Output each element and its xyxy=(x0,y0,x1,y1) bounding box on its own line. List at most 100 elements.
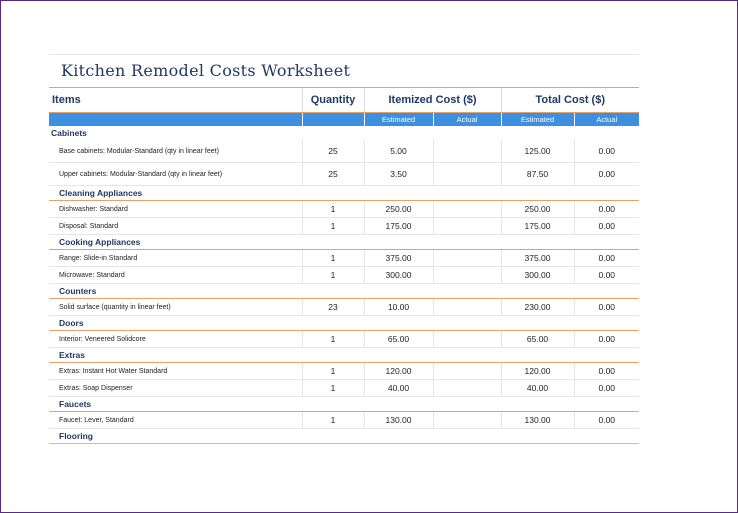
total-cost-header: Total Cost ($) xyxy=(500,88,640,113)
item-name[interactable]: Upper cabinets: Modular-Standard (qty in… xyxy=(49,162,302,186)
category-row: Doors xyxy=(49,315,640,331)
itemized-estimated-cell[interactable]: 40.00 xyxy=(363,379,433,397)
item-name[interactable]: Interior: Veneered Solidcore xyxy=(49,330,302,348)
total-actual-cell[interactable]: 0.00 xyxy=(573,362,640,380)
itemized-estimated-cell[interactable]: 375.00 xyxy=(363,249,433,267)
total-estimated-cell[interactable]: 130.00 xyxy=(500,411,575,429)
item-name[interactable]: Microwave: Standard xyxy=(49,266,302,284)
quantity-header: Quantity xyxy=(301,88,364,113)
total-actual-header: Actual xyxy=(573,112,640,126)
itemized-estimated-cell[interactable]: 120.00 xyxy=(363,362,433,380)
itemized-actual-cell[interactable] xyxy=(432,298,502,316)
total-estimated-cell[interactable]: 120.00 xyxy=(500,362,575,380)
category-label: Flooring xyxy=(49,428,640,444)
itemized-actual-cell[interactable] xyxy=(432,362,502,380)
subheader-blank xyxy=(301,112,364,126)
itemized-estimated-cell[interactable]: 65.00 xyxy=(363,330,433,348)
table-row: Upper cabinets: Modular-Standard (qty in… xyxy=(49,162,640,186)
itemized-actual-cell[interactable] xyxy=(432,379,502,397)
total-estimated-cell[interactable]: 65.00 xyxy=(500,330,575,348)
total-actual-cell[interactable]: 0.00 xyxy=(573,266,640,284)
quantity-cell[interactable]: 1 xyxy=(301,249,364,267)
category-row: Counters xyxy=(49,283,640,299)
total-actual-cell[interactable]: 0.00 xyxy=(573,140,640,163)
category-row: Faucets xyxy=(49,396,640,412)
item-name[interactable]: Extras: Instant Hot Water Standard xyxy=(49,362,302,380)
itemized-actual-cell[interactable] xyxy=(432,162,502,186)
table-row: Extras: Soap Dispenser 1 40.00 40.00 0.00 xyxy=(49,379,640,397)
quantity-cell[interactable]: 1 xyxy=(301,217,364,235)
itemized-cost-header: Itemized Cost ($) xyxy=(363,88,502,113)
category-row: Flooring xyxy=(49,428,640,444)
itemized-actual-cell[interactable] xyxy=(432,200,502,218)
total-estimated-cell[interactable]: 40.00 xyxy=(500,379,575,397)
itemized-actual-cell[interactable] xyxy=(432,249,502,267)
item-name[interactable]: Range: Slide-in Standard xyxy=(49,249,302,267)
itemized-estimated-cell[interactable]: 3.50 xyxy=(363,162,433,186)
item-name[interactable]: Dishwasher: Standard xyxy=(49,200,302,218)
category-row: Cleaning Appliances xyxy=(49,185,640,201)
itemized-estimated-cell[interactable]: 175.00 xyxy=(363,217,433,235)
item-name[interactable]: Solid surface (quantity in linear feet) xyxy=(49,298,302,316)
total-estimated-cell[interactable]: 175.00 xyxy=(500,217,575,235)
item-name[interactable]: Faucet: Lever, Standard xyxy=(49,411,302,429)
total-estimated-cell[interactable]: 230.00 xyxy=(500,298,575,316)
total-estimated-cell[interactable]: 250.00 xyxy=(500,200,575,218)
table-row: Dishwasher: Standard 1 250.00 250.00 0.00 xyxy=(49,200,640,218)
total-actual-cell[interactable]: 0.00 xyxy=(573,379,640,397)
category-row: Cabinets xyxy=(49,126,639,140)
quantity-cell[interactable]: 1 xyxy=(301,411,364,429)
table-row: Range: Slide-in Standard 1 375.00 375.00 0.0… xyxy=(49,249,640,267)
quantity-cell[interactable]: 1 xyxy=(301,362,364,380)
category-label: Doors xyxy=(49,315,640,331)
quantity-cell[interactable]: 1 xyxy=(301,200,364,218)
category-label: Faucets xyxy=(49,396,640,412)
itemized-actual-cell[interactable] xyxy=(432,217,502,235)
total-actual-cell[interactable]: 0.00 xyxy=(573,249,640,267)
total-actual-cell[interactable]: 0.00 xyxy=(573,200,640,218)
itemized-estimated-cell[interactable]: 250.00 xyxy=(363,200,433,218)
itemized-actual-cell[interactable] xyxy=(432,140,502,163)
total-actual-cell[interactable]: 0.00 xyxy=(573,298,640,316)
total-estimated-cell[interactable]: 375.00 xyxy=(500,249,575,267)
category-label: Extras xyxy=(49,347,640,363)
itemized-actual-cell[interactable] xyxy=(432,266,502,284)
items-header: Items xyxy=(49,88,302,113)
category-row: Cooking Appliances xyxy=(49,234,640,250)
worksheet: Kitchen Remodel Costs Worksheet Items Qu… xyxy=(49,54,640,444)
total-actual-cell[interactable]: 0.00 xyxy=(573,330,640,348)
total-actual-cell[interactable]: 0.00 xyxy=(573,411,640,429)
item-name[interactable]: Base cabinets: Modular-Standard (qty in … xyxy=(49,140,302,163)
subheader-blank xyxy=(49,112,302,126)
item-name[interactable]: Disposal: Standard xyxy=(49,217,302,235)
total-estimated-header: Estimated xyxy=(500,112,575,126)
quantity-cell[interactable]: 1 xyxy=(301,379,364,397)
category-label: Cleaning Appliances xyxy=(49,185,640,201)
itemized-estimated-cell[interactable]: 130.00 xyxy=(363,411,433,429)
total-actual-cell[interactable]: 0.00 xyxy=(573,162,640,186)
table-row: Microwave: Standard 1 300.00 300.00 0.00 xyxy=(49,266,640,284)
quantity-cell[interactable]: 25 xyxy=(301,140,364,163)
quantity-cell[interactable]: 23 xyxy=(301,298,364,316)
total-actual-cell[interactable]: 0.00 xyxy=(573,217,640,235)
total-estimated-cell[interactable]: 300.00 xyxy=(500,266,575,284)
itemized-estimated-cell[interactable]: 5.00 xyxy=(363,140,433,163)
itemized-actual-cell[interactable] xyxy=(432,411,502,429)
itemized-actual-cell[interactable] xyxy=(432,330,502,348)
total-estimated-cell[interactable]: 125.00 xyxy=(500,140,575,163)
quantity-cell[interactable]: 25 xyxy=(301,162,364,186)
category-label: Cooking Appliances xyxy=(49,234,640,250)
table-row: Base cabinets: Modular-Standard (qty in … xyxy=(49,140,640,163)
title-row: Kitchen Remodel Costs Worksheet xyxy=(49,54,639,88)
table-row: Interior: Veneered Solidcore 1 65.00 65.00 0… xyxy=(49,330,640,348)
itemized-actual-header: Actual xyxy=(432,112,502,126)
itemized-estimated-cell[interactable]: 300.00 xyxy=(363,266,433,284)
itemized-estimated-header: Estimated xyxy=(363,112,433,126)
item-name[interactable]: Extras: Soap Dispenser xyxy=(49,379,302,397)
total-estimated-cell[interactable]: 87.50 xyxy=(500,162,575,186)
cost-table: Items Quantity Itemized Cost ($) Total C… xyxy=(49,88,640,444)
quantity-cell[interactable]: 1 xyxy=(301,266,364,284)
itemized-estimated-cell[interactable]: 10.00 xyxy=(363,298,433,316)
quantity-cell[interactable]: 1 xyxy=(301,330,364,348)
